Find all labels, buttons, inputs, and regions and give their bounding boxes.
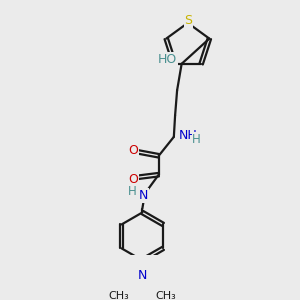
- Text: O: O: [128, 144, 138, 157]
- Text: H: H: [192, 133, 201, 146]
- Text: NH: NH: [178, 129, 197, 142]
- Text: N: N: [139, 189, 148, 202]
- Text: HO: HO: [158, 53, 177, 66]
- Text: S: S: [184, 14, 192, 27]
- Text: CH₃: CH₃: [155, 291, 176, 300]
- Text: CH₃: CH₃: [109, 291, 129, 300]
- Text: O: O: [128, 173, 138, 186]
- Text: N: N: [138, 269, 147, 282]
- Text: H: H: [128, 184, 136, 198]
